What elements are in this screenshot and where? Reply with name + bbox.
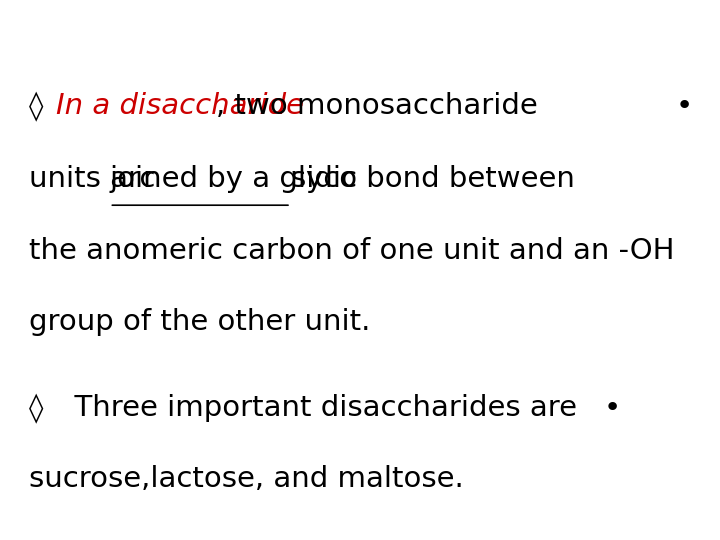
- Text: •: •: [603, 394, 621, 422]
- Text: units arc: units arc: [29, 165, 164, 193]
- Text: In a disaccharide: In a disaccharide: [56, 92, 304, 120]
- Text: the anomeric carbon of one unit and an -OH: the anomeric carbon of one unit and an -…: [29, 237, 675, 265]
- Text: •: •: [675, 92, 693, 120]
- Text: sidic bond between: sidic bond between: [291, 165, 575, 193]
- Text: ◊: ◊: [29, 394, 43, 424]
- Text: sucrose,lactose, and maltose.: sucrose,lactose, and maltose.: [29, 465, 464, 494]
- Text: Three important disaccharides are: Three important disaccharides are: [56, 394, 577, 422]
- Text: group of the other unit.: group of the other unit.: [29, 308, 370, 336]
- Text: , two monosaccharide: , two monosaccharide: [216, 92, 538, 120]
- Text: joined by a glyco: joined by a glyco: [109, 165, 358, 193]
- Text: ◊: ◊: [29, 92, 43, 122]
